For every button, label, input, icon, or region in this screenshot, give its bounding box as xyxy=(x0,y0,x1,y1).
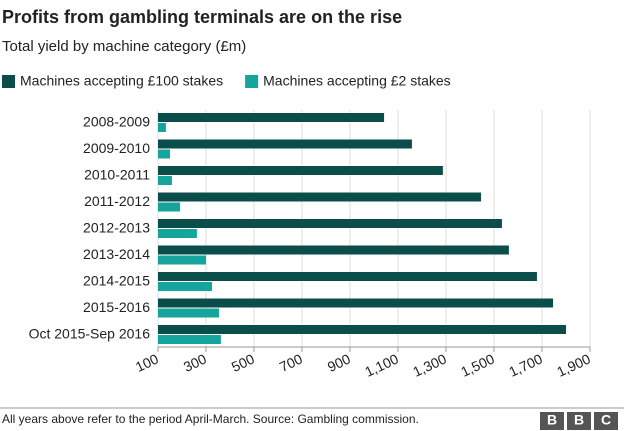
bar xyxy=(158,298,554,308)
bar xyxy=(158,113,385,122)
y-tick-label: 2008-2009 xyxy=(83,114,150,130)
logo-letter: B xyxy=(547,412,557,428)
bar xyxy=(158,335,221,344)
bar xyxy=(158,308,219,318)
x-tick-label: 1,900 xyxy=(554,350,593,379)
bar xyxy=(158,272,537,281)
chart-subtitle: Total yield by machine category (£m) xyxy=(2,38,246,55)
x-tick-label: 1,500 xyxy=(458,350,497,379)
y-tick-label: 2011-2012 xyxy=(84,193,150,209)
bar xyxy=(158,219,502,228)
y-tick-label: 2010-2011 xyxy=(84,167,150,183)
bar xyxy=(158,149,170,159)
x-tick-label: 1,100 xyxy=(362,350,401,379)
x-tick-label: 1,300 xyxy=(410,350,449,379)
logo-letter: B xyxy=(574,412,584,428)
bar xyxy=(158,123,166,132)
footer: All years above refer to the period Apri… xyxy=(2,412,419,426)
chart-title: Profits from gambling terminals are on t… xyxy=(2,7,402,27)
logo-box xyxy=(594,412,618,430)
x-tick-label: 1,700 xyxy=(506,350,545,379)
logo-box xyxy=(567,412,591,430)
y-tick-label: 2015-2016 xyxy=(83,299,150,315)
bar xyxy=(158,255,206,265)
legend-label: Machines accepting £2 stakes xyxy=(263,73,451,89)
y-tick-label: Oct 2015-Sep 2016 xyxy=(29,326,151,342)
logo-letter: C xyxy=(601,412,611,428)
x-tick-label: 100 xyxy=(133,350,161,374)
x-tick-label: 700 xyxy=(277,350,305,374)
bar xyxy=(158,139,412,149)
y-tick-label: 2013-2014 xyxy=(83,246,150,262)
bar xyxy=(158,229,197,238)
y-tick-label: 2009-2010 xyxy=(83,140,150,156)
bar xyxy=(158,176,172,185)
logo-box xyxy=(540,412,564,430)
y-tick-label: 2014-2015 xyxy=(83,273,150,289)
x-tick-label: 500 xyxy=(229,350,257,374)
bar xyxy=(158,245,509,255)
bar xyxy=(158,166,443,175)
x-tick-label: 900 xyxy=(325,350,353,374)
x-tick-label: 300 xyxy=(181,350,209,374)
y-tick-label: 2012-2013 xyxy=(83,220,150,236)
bar xyxy=(158,202,181,212)
legend-swatch xyxy=(245,75,259,88)
bar xyxy=(158,192,482,202)
bar xyxy=(158,282,212,291)
legend-swatch xyxy=(2,75,15,88)
bar xyxy=(158,325,566,334)
legend-label: Machines accepting £100 stakes xyxy=(20,73,223,89)
